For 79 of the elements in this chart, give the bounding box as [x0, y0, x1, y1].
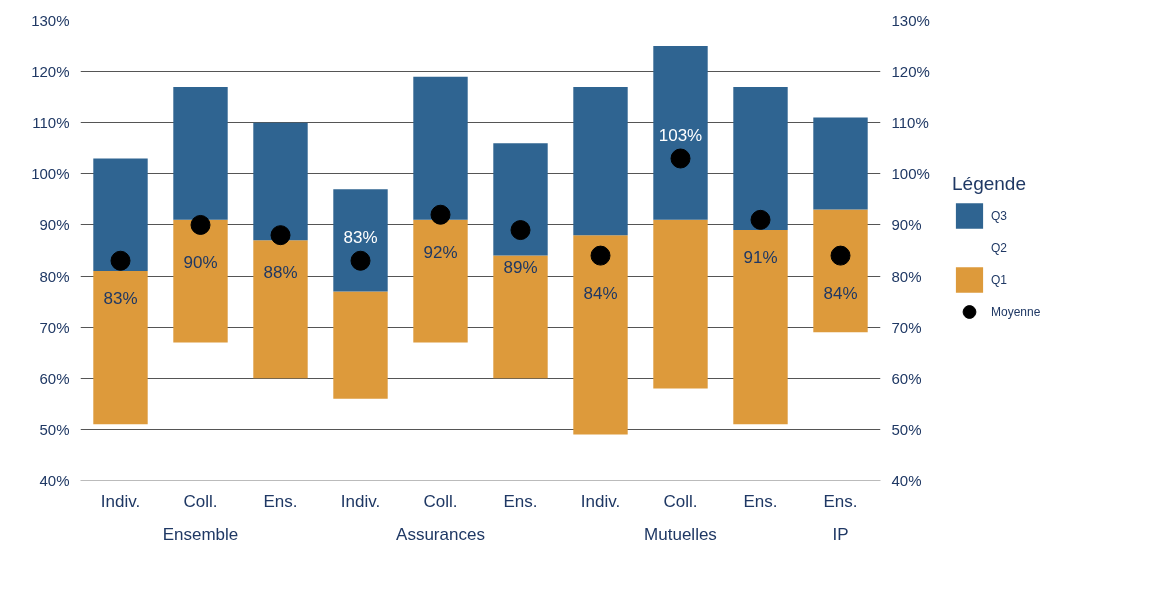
y2-tick-label: 120% — [891, 63, 930, 81]
bar — [493, 255, 548, 379]
y2-tick-label: 40% — [891, 472, 922, 489]
x-tick-label: Coll. — [183, 491, 218, 511]
bar — [173, 86, 228, 220]
y-tick-label: 100% — [31, 165, 70, 183]
bar — [413, 219, 468, 343]
y-tick-label: 120% — [31, 63, 70, 81]
text: Mutuelles — [644, 524, 717, 544]
y2-tick-label: 100% — [891, 165, 930, 183]
text: Ensemble — [162, 524, 239, 544]
bar — [93, 270, 148, 425]
y2-tick-label: 70% — [891, 318, 922, 336]
x-tick-label: Coll. — [663, 491, 698, 511]
y2-tick-label: 60% — [891, 369, 922, 387]
text: Q2 — [991, 240, 1008, 255]
text: IP — [832, 524, 849, 544]
bar — [573, 86, 628, 236]
y-tick-label: 130% — [31, 12, 70, 29]
bar — [653, 46, 708, 220]
data-label: 83% — [103, 288, 138, 308]
data-label: 91% — [743, 247, 778, 267]
legend-title: Légende — [952, 172, 1027, 195]
bar — [653, 219, 708, 389]
legend-label: Moyenne — [991, 304, 1041, 319]
data-label: 84% — [583, 283, 618, 303]
bar — [733, 230, 788, 425]
point — [830, 245, 851, 266]
bar — [493, 143, 548, 256]
point — [750, 209, 771, 230]
legend-label: Q1 — [991, 272, 1008, 287]
bar — [813, 209, 868, 333]
legend-label: Q3 — [991, 208, 1008, 223]
point — [350, 250, 371, 271]
bar — [333, 291, 388, 399]
bar — [413, 76, 468, 220]
y-tick-label: 110% — [32, 114, 70, 132]
point — [510, 220, 531, 241]
data-label: 83% — [343, 227, 378, 247]
data-label: 92% — [423, 242, 458, 262]
y-tick-label: 80% — [39, 267, 70, 285]
point — [430, 204, 451, 225]
point — [670, 148, 691, 169]
x-tick-label: Ens. — [743, 491, 778, 511]
data-label: 90% — [183, 252, 218, 272]
data-label: 103% — [658, 125, 703, 145]
text: Assurances — [396, 524, 485, 544]
x-tick-label: Indiv. — [340, 491, 381, 511]
bar — [333, 189, 388, 292]
y2-tick-label: 130% — [891, 12, 930, 29]
x-tick-label: Ens. — [503, 491, 538, 511]
point — [590, 245, 611, 266]
y-tick-label: 50% — [39, 420, 70, 438]
data-label: 84% — [823, 283, 858, 303]
bar — [173, 219, 228, 343]
y-tick-label: 90% — [39, 216, 70, 234]
bar — [253, 122, 308, 241]
point — [270, 225, 291, 246]
y-tick-label: 70% — [39, 318, 70, 336]
x-tick-label: Indiv. — [580, 491, 621, 511]
x-tick-label: Coll. — [423, 491, 458, 511]
bar — [93, 158, 148, 271]
x-tick-label: Ens. — [823, 491, 858, 511]
point — [110, 250, 131, 271]
y2-tick-label: 110% — [891, 114, 929, 132]
bar — [253, 240, 308, 379]
y2-tick-label: 80% — [891, 267, 922, 285]
y-tick-label: 40% — [39, 472, 70, 489]
y2-tick-label: 50% — [891, 420, 922, 438]
y2-tick-label: 90% — [891, 216, 922, 234]
data-label: 88% — [263, 263, 298, 283]
point — [190, 214, 211, 235]
bar — [573, 235, 628, 435]
bar — [733, 86, 788, 231]
x-tick-label: Ens. — [263, 491, 298, 511]
x-tick-label: Indiv. — [100, 491, 141, 511]
bar — [813, 117, 868, 210]
y-tick-label: 60% — [39, 369, 70, 387]
data-label: 89% — [503, 258, 538, 278]
